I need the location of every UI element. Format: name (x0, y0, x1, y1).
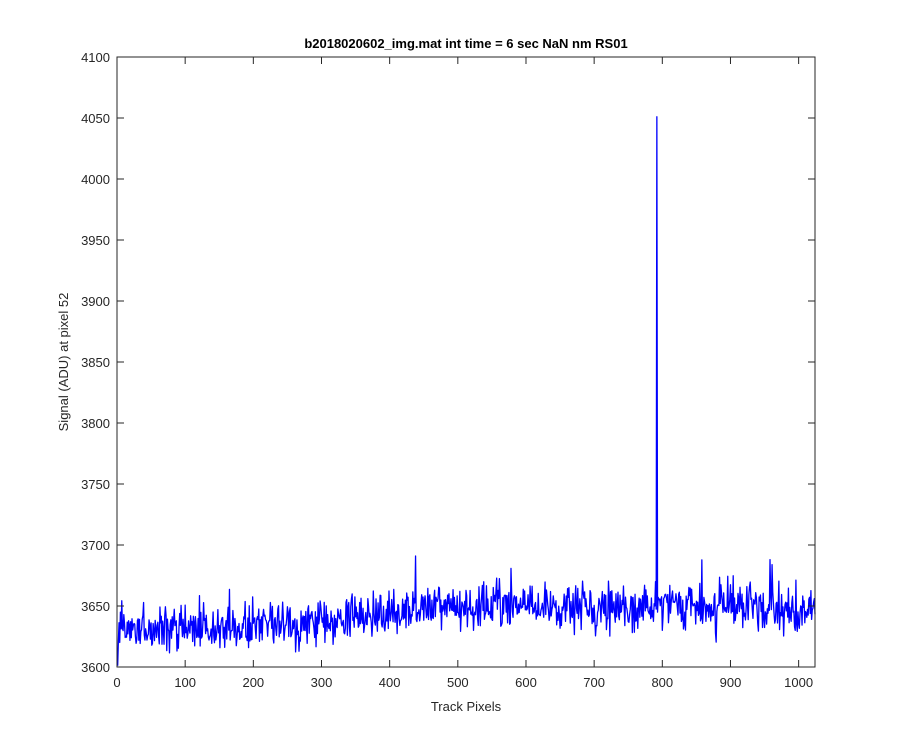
x-tick-label: 600 (515, 675, 537, 690)
x-tick-label: 100 (174, 675, 196, 690)
plot-area (117, 57, 815, 667)
y-tick-label: 3600 (81, 660, 110, 675)
y-tick-label: 3800 (81, 416, 110, 431)
y-axis-label: Signal (ADU) at pixel 52 (56, 293, 71, 432)
x-tick-label: 700 (583, 675, 605, 690)
x-tick-label: 1000 (784, 675, 813, 690)
axes-layer: 0 100 200 300 400 500 600 700 800 900 1000 3600 3650… (81, 50, 816, 690)
y-tick-label: 3750 (81, 477, 110, 492)
x-tick-label: 500 (447, 675, 469, 690)
x-tick-label: 0 (113, 675, 120, 690)
x-tick-label: 200 (242, 675, 264, 690)
y-tick-label: 3900 (81, 294, 110, 309)
y-tick-label: 3950 (81, 233, 110, 248)
y-tick-label: 3650 (81, 599, 110, 614)
y-tick-label: 3700 (81, 538, 110, 553)
x-axis-label: Track Pixels (431, 699, 502, 714)
chart-title: b2018020602_img.mat int time = 6 sec NaN… (304, 36, 627, 51)
y-tick-label: 4050 (81, 111, 110, 126)
y-tick-label: 3850 (81, 355, 110, 370)
data-layer (117, 116, 816, 666)
series-line (117, 116, 816, 666)
y-tick-label: 4000 (81, 172, 110, 187)
x-tick-label: 300 (311, 675, 333, 690)
x-tick-label: 900 (720, 675, 742, 690)
x-tick-label: 400 (379, 675, 401, 690)
x-tick-label: 800 (651, 675, 673, 690)
y-tick-label: 4100 (81, 50, 110, 65)
